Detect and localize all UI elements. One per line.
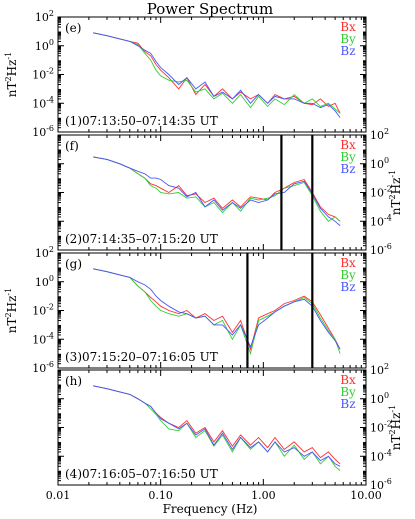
- y-tick-label: 10-4: [370, 448, 392, 463]
- y-tick-label: 10-6: [32, 124, 54, 139]
- series-line-by-panel-1: [93, 32, 341, 114]
- series-line-bx-panel-4: [93, 385, 341, 465]
- panel-4: 102 100 10-2 10-4 10-6 nT2Hz-1 (h) (4)07:16:05–…: [57, 362, 403, 492]
- y-tick-label: 100: [370, 156, 389, 171]
- panel-time-label: (2)07:14:35–07:15:20 UT: [65, 232, 218, 246]
- series-line-bz-panel-1: [93, 32, 341, 118]
- y-tick-label: 10-4: [32, 95, 54, 110]
- legend-by: By: [340, 150, 356, 164]
- panel-time-label: (1)07:13:50–07:14:35 UT: [65, 114, 218, 128]
- legend-by: By: [340, 268, 356, 282]
- panel-letter: (e): [65, 21, 81, 35]
- legend-bz: Bz: [340, 44, 355, 58]
- series-line-bz-panel-4: [93, 385, 341, 467]
- x-tick-label: 0.01: [46, 489, 71, 502]
- legend-bx: Bx: [340, 138, 356, 152]
- x-tick-label: 10.00: [350, 489, 382, 502]
- y-tick-label: 10-2: [370, 185, 392, 200]
- y-tick-label: 100: [35, 274, 54, 289]
- y-tick-label: 10-2: [370, 420, 392, 435]
- series-line-by-panel-2: [93, 156, 341, 222]
- chart-title: Power Spectrum: [147, 0, 273, 18]
- series-line-by-panel-4: [93, 385, 341, 471]
- y-tick-label: 10-2: [32, 67, 54, 82]
- series-line-by-panel-3: [93, 268, 341, 356]
- panel-time-label: (4)07:16:05–07:16:50 UT: [65, 467, 218, 481]
- y-tick-label: 10-6: [370, 242, 392, 257]
- series-line-bx-panel-3: [93, 268, 341, 351]
- y-tick-label: 100: [35, 38, 54, 53]
- legend-bz: Bz: [340, 397, 355, 411]
- y-axis-label: nT2Hz-1: [388, 405, 403, 450]
- x-tick-label: 1.00: [251, 489, 276, 502]
- panel-2: 102 100 10-2 10-4 10-6 nT2Hz-1 (f) (2)07:14:35–…: [57, 127, 403, 257]
- y-tick-label: 102: [35, 245, 54, 260]
- y-tick-label: 10-4: [32, 331, 54, 346]
- legend-bz: Bz: [340, 280, 355, 294]
- legend-bx: Bx: [340, 256, 356, 270]
- series-line-bx-panel-1: [93, 32, 341, 114]
- panel-letter: (h): [65, 374, 82, 388]
- y-axis-label: nT2Hz-1: [4, 52, 19, 97]
- x-axis-ticks: 0.01 0.10 1.00 10.00: [46, 489, 382, 502]
- legend-by: By: [340, 32, 356, 46]
- legend-bx: Bx: [340, 20, 356, 34]
- y-tick-label: 10-6: [370, 477, 392, 492]
- x-axis-label: Frequency (Hz): [163, 502, 258, 516]
- series-line-bz-panel-2: [93, 156, 341, 226]
- legend-bz: Bz: [340, 162, 355, 176]
- legend-bx: Bx: [340, 373, 356, 387]
- y-tick-label: 10-4: [370, 213, 392, 228]
- panels-group: 102 100 10-2 10-4 10-6 nT2Hz-1 (e) (1)07:13:50–…: [4, 9, 403, 492]
- panel-letter: (f): [65, 139, 79, 153]
- series-line-bx-panel-2: [93, 156, 341, 222]
- series-line-bz-panel-3: [93, 268, 341, 350]
- y-tick-label: 102: [370, 362, 389, 377]
- y-axis-label: nT2Hz-1: [4, 288, 19, 333]
- panel-letter: (g): [65, 257, 82, 271]
- panel-3: 102 100 10-2 10-4 10-6 nT2Hz-1 (g) (3)07:15:20–…: [4, 245, 367, 375]
- y-tick-label: 100: [370, 391, 389, 406]
- y-tick-label: 102: [35, 9, 54, 24]
- panel-time-label: (3)07:15:20–07:16:05 UT: [65, 350, 218, 364]
- y-axis-label: nT2Hz-1: [388, 170, 403, 215]
- y-tick-label: 10-2: [32, 303, 54, 318]
- legend-by: By: [340, 385, 356, 399]
- y-tick-label: 10-6: [32, 360, 54, 375]
- panel-1: 102 100 10-2 10-4 10-6 nT2Hz-1 (e) (1)07:13:50–…: [4, 9, 367, 139]
- y-tick-label: 102: [370, 127, 389, 142]
- x-tick-label: 0.10: [148, 489, 173, 502]
